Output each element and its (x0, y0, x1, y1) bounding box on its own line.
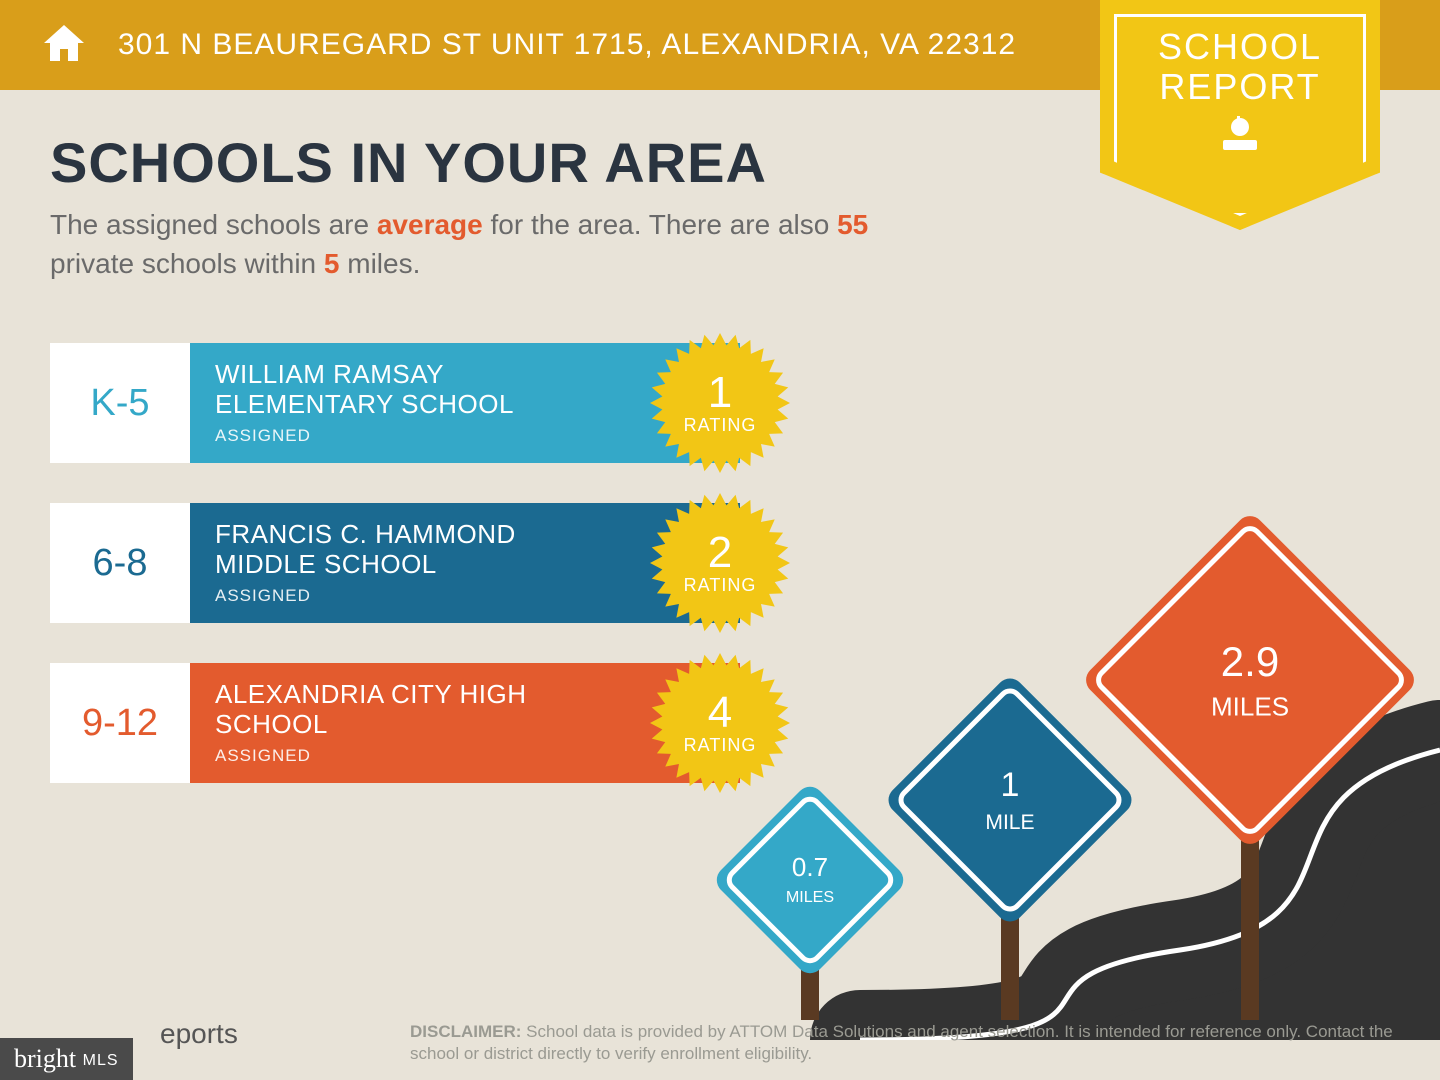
rating-label: RATING (684, 735, 757, 756)
rating-label: RATING (684, 575, 757, 596)
school-name: FRANCIS C. HAMMOND MIDDLE SCHOOL (215, 520, 620, 580)
apple-book-icon (1117, 114, 1363, 159)
rating-burst: 1 RATING (650, 333, 790, 473)
svg-text:MILES: MILES (1211, 692, 1289, 722)
subtitle-pre: The assigned schools are (50, 209, 377, 240)
rating-number: 1 (708, 371, 732, 415)
rating-number: 2 (708, 531, 732, 575)
subtitle: The assigned schools are average for the… (50, 205, 950, 283)
svg-text:0.7: 0.7 (792, 852, 828, 882)
subtitle-mid: for the area. There are also (483, 209, 837, 240)
disclaimer: DISCLAIMER: School data is provided by A… (410, 1021, 1410, 1065)
badge-line-1: SCHOOL (1117, 27, 1363, 67)
svg-text:1: 1 (1001, 766, 1020, 804)
home-icon (40, 19, 88, 72)
bright-mls-watermark: bright MLS (0, 1038, 133, 1080)
reports-label: eports (160, 1018, 238, 1050)
grade-box: K-5 (50, 343, 190, 463)
schools-list: K-5 WILLIAM RAMSAY ELEMENTARY SCHOOL ASS… (0, 283, 740, 783)
school-name: WILLIAM RAMSAY ELEMENTARY SCHOOL (215, 360, 620, 420)
school-status: ASSIGNED (215, 586, 620, 606)
school-row: K-5 WILLIAM RAMSAY ELEMENTARY SCHOOL ASS… (50, 343, 740, 463)
watermark-brand: bright (14, 1044, 76, 1073)
svg-text:2.9: 2.9 (1221, 638, 1279, 685)
grade-box: 9-12 (50, 663, 190, 783)
address-text: 301 N BEAUREGARD ST UNIT 1715, ALEXANDRI… (118, 28, 1016, 62)
subtitle-post: miles. (339, 248, 420, 279)
school-row: 9-12 ALEXANDRIA CITY HIGH SCHOOL ASSIGNE… (50, 663, 740, 783)
badge-line-2: REPORT (1117, 67, 1363, 107)
footer: eports DISCLAIMER: School data is provid… (0, 1010, 1440, 1080)
badge-inner: SCHOOL REPORT (1114, 14, 1366, 216)
rating-word: average (377, 209, 483, 240)
grade-box: 6-8 (50, 503, 190, 623)
school-name: ALEXANDRIA CITY HIGH SCHOOL (215, 680, 620, 740)
disclaimer-bold: DISCLAIMER: (410, 1022, 521, 1041)
school-status: ASSIGNED (215, 746, 620, 766)
watermark-suffix: MLS (83, 1052, 119, 1069)
miles: 5 (324, 248, 340, 279)
school-status: ASSIGNED (215, 426, 620, 446)
rating-label: RATING (684, 415, 757, 436)
subtitle-mid2: private schools within (50, 248, 324, 279)
rating-number: 4 (708, 691, 732, 735)
school-row: 6-8 FRANCIS C. HAMMOND MIDDLE SCHOOL ASS… (50, 503, 740, 623)
road-scene: 0.7 MILES 1 MILE 2.9 MILES (680, 440, 1440, 1040)
rating-burst: 4 RATING (650, 653, 790, 793)
private-count: 55 (837, 209, 868, 240)
disclaimer-text: School data is provided by ATTOM Data So… (410, 1022, 1393, 1063)
svg-text:MILE: MILE (985, 811, 1034, 834)
svg-text:MILES: MILES (786, 888, 834, 906)
rating-burst: 2 RATING (650, 493, 790, 633)
